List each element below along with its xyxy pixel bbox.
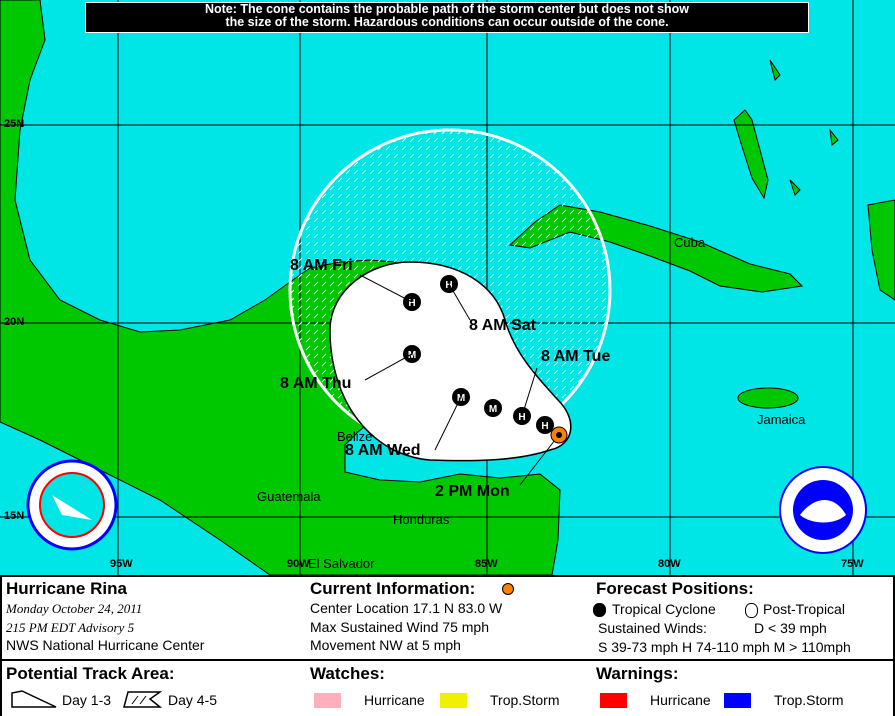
lon-label: 75W xyxy=(841,558,864,570)
hurricane-warning-swatch xyxy=(600,693,627,708)
depression-range: D < 39 mph xyxy=(754,620,827,636)
place-label-belize: Belize xyxy=(337,429,373,444)
forecast-point-intensity: H xyxy=(445,280,452,291)
lon-label: 90W xyxy=(287,558,310,570)
forecast-point-intensity: M xyxy=(489,404,497,415)
lat-label: 25N xyxy=(4,118,25,130)
hurricane-watch-swatch xyxy=(314,693,341,708)
land-florida xyxy=(733,109,769,200)
place-label-honduras: Honduras xyxy=(393,512,450,527)
tropical-cyclone-label: Tropical Cyclone xyxy=(612,601,716,617)
day-1-3-cone-icon xyxy=(11,690,57,708)
forecast-point-intensity: M xyxy=(408,350,416,361)
note-line-2: the size of the storm. Hazardous conditi… xyxy=(225,15,669,29)
forecast-point-marker xyxy=(484,399,502,417)
tropical-storm-watch-swatch xyxy=(440,693,467,708)
day-1-3-label: Day 1-3 xyxy=(62,692,112,708)
center-location: Center Location 17.1 N 83.0 W xyxy=(310,600,503,616)
post-tropical-icon xyxy=(745,603,758,618)
legend-panel: Hurricane Rina Monday October 24, 2011 2… xyxy=(0,575,895,716)
note-line-1: Note: The cone contains the probable pat… xyxy=(204,2,690,16)
sustained-winds-label: Sustained Winds: xyxy=(598,620,707,636)
lat-label: 15N xyxy=(4,510,25,522)
current-position-icon xyxy=(502,583,514,595)
land-bahamas xyxy=(769,59,839,196)
hurricane-watch-label: Hurricane xyxy=(364,692,425,708)
advisory-number: 215 PM EDT Advisory 5 xyxy=(6,620,135,635)
day-4-5-cone-icon xyxy=(123,691,162,708)
advisory-date: Monday October 24, 2011 xyxy=(6,601,143,616)
max-wind: Max Sustained Wind 75 mph xyxy=(310,619,489,635)
forecast-point-intensity: M xyxy=(457,393,465,404)
watches-title: Watches: xyxy=(310,664,385,683)
place-label-jamaica: Jamaica xyxy=(757,412,806,427)
place-label-cuba: Cuba xyxy=(674,235,706,250)
forecast-point-intensity: H xyxy=(408,298,415,309)
forecast-label-wed: 8 AM Wed xyxy=(345,442,421,459)
cone-day-1-3 xyxy=(329,261,572,462)
forecast-label-thu: 8 AM Thu xyxy=(280,375,352,392)
forecast-label-fri: 8 AM Fri xyxy=(290,257,353,274)
forecast-map: H H M M M H H xyxy=(0,0,895,575)
forecast-point-intensity: H xyxy=(518,412,525,423)
forecast-point-intensity: H xyxy=(541,421,548,432)
hurricane-warning-label: Hurricane xyxy=(650,692,711,708)
forecast-label-tue: 8 AM Tue xyxy=(541,348,611,365)
forecast-positions-title: Forecast Positions: xyxy=(596,579,754,598)
movement: Movement NW at 5 mph xyxy=(310,637,461,653)
current-position-center xyxy=(556,432,562,438)
land-hispaniola xyxy=(867,199,895,301)
tropical-storm-watch-label: Trop.Storm xyxy=(490,692,560,708)
current-info-title: Current Information: xyxy=(310,579,476,598)
wind-ranges: S 39-73 mph H 74-110 mph M > 110mph xyxy=(598,639,851,655)
lon-label: 85W xyxy=(475,558,498,570)
tropical-storm-warning-label: Trop.Storm xyxy=(774,692,844,708)
lon-label: 80W xyxy=(658,558,681,570)
forecast-label-mon: 2 PM Mon xyxy=(435,483,510,500)
place-label-guatemala: Guatemala xyxy=(257,489,321,504)
land-jamaica xyxy=(737,387,799,409)
cone-disclaimer-note: Note: The cone contains the probable pat… xyxy=(85,2,809,33)
tropical-storm-warning-swatch xyxy=(724,693,751,708)
post-tropical-label: Post-Tropical xyxy=(763,601,845,617)
forecast-point-marker xyxy=(536,416,554,434)
place-label-el-salvador: El Salvador xyxy=(308,556,375,571)
lat-label: 20N xyxy=(4,316,25,328)
forecast-track: H H M M M H H xyxy=(403,275,554,434)
tropical-cyclone-icon xyxy=(593,603,606,617)
issuing-center: NWS National Hurricane Center xyxy=(6,637,205,653)
noaa-logo xyxy=(779,466,867,554)
legend-divider xyxy=(2,659,893,661)
day-4-5-label: Day 4-5 xyxy=(168,692,218,708)
warnings-title: Warnings: xyxy=(596,664,679,683)
label-leaders xyxy=(359,274,556,486)
storm-name: Hurricane Rina xyxy=(6,579,127,598)
track-area-title: Potential Track Area: xyxy=(6,664,175,683)
forecast-label-sat: 8 AM Sat xyxy=(469,317,536,334)
lon-label: 95W xyxy=(110,558,133,570)
nws-logo xyxy=(26,459,118,551)
